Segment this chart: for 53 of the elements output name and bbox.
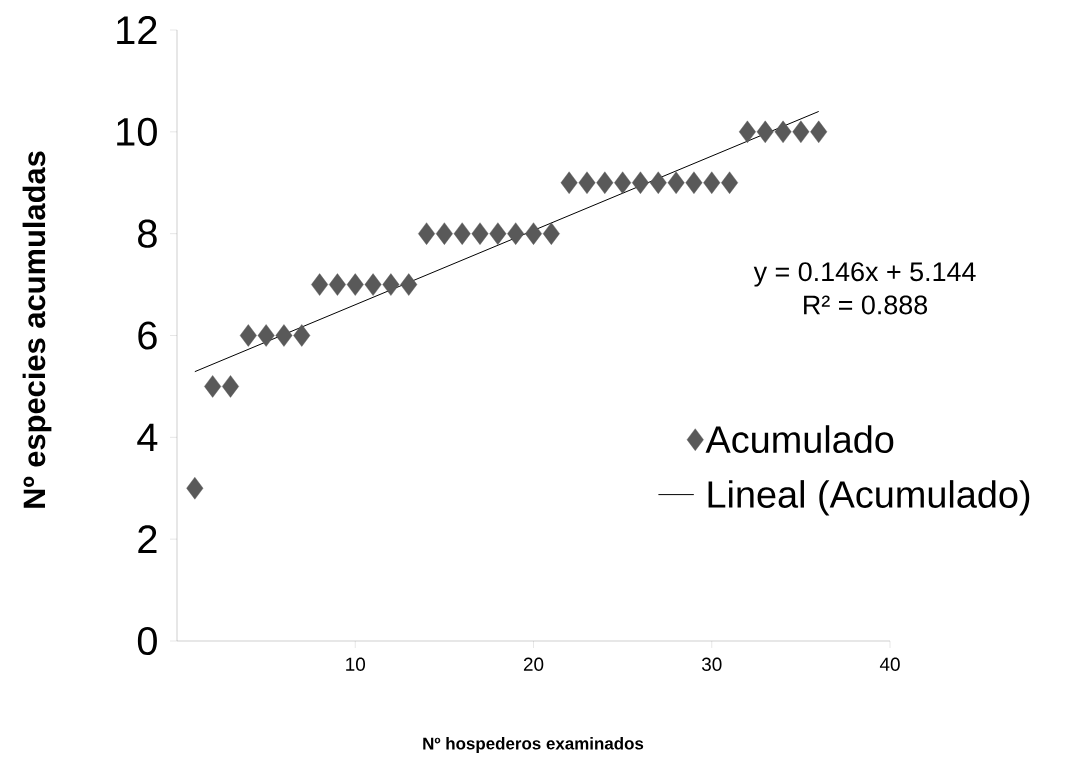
point [578, 171, 596, 194]
point [649, 171, 667, 194]
point [418, 222, 435, 245]
y-tick-label: 4 [137, 423, 158, 452]
point [311, 273, 329, 296]
point [453, 222, 471, 245]
point [275, 324, 293, 347]
point [614, 171, 632, 194]
point [293, 324, 311, 347]
point [774, 120, 792, 144]
point [792, 120, 810, 144]
point [525, 222, 542, 245]
annotation: y = 0.146x + 5.144 [753, 262, 976, 287]
point [721, 171, 739, 194]
point [400, 273, 418, 296]
legend-label: Lineal (Acumulado) [708, 480, 1030, 516]
y-tick-label: 0 [137, 626, 157, 656]
legend-label: Acumulado [705, 425, 894, 454]
point [186, 477, 204, 500]
y-tick-label: 6 [138, 321, 157, 350]
point [204, 375, 222, 398]
point [364, 273, 382, 296]
point [685, 171, 703, 194]
point [596, 171, 614, 194]
point [756, 120, 774, 144]
x-tick-label: 20 [523, 657, 544, 671]
point [239, 324, 257, 347]
point [667, 171, 685, 194]
point [471, 222, 489, 245]
point [560, 171, 578, 194]
x-tick-label: 10 [346, 657, 366, 671]
x-axis-title: Nº hospederos examinados [423, 737, 644, 753]
point [489, 222, 507, 245]
point [435, 222, 453, 245]
point [632, 171, 649, 194]
x-tick-label: 30 [701, 657, 722, 671]
point [382, 273, 400, 296]
x-tick-label: 40 [879, 657, 900, 671]
point [507, 222, 525, 245]
point [257, 324, 275, 347]
y-tick-label: 2 [138, 525, 157, 554]
y-tick-label: 10 [117, 117, 157, 146]
y-tick-label: 8 [138, 219, 157, 248]
point [542, 222, 560, 245]
point [222, 375, 239, 398]
annotation: R² = 0.888 [804, 295, 928, 315]
point [703, 171, 721, 194]
y-axis-title: Nº especies acumuladas [22, 151, 52, 508]
y-tick-label: 12 [117, 16, 157, 44]
point [328, 273, 346, 296]
point [346, 273, 364, 296]
point [810, 120, 828, 144]
point [738, 120, 756, 144]
